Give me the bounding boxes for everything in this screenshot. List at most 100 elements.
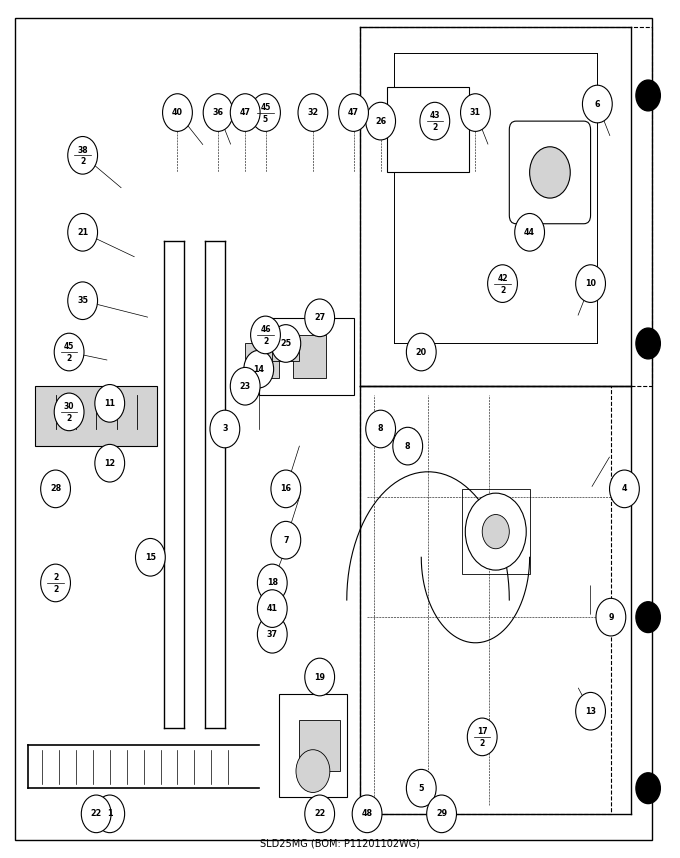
Circle shape <box>407 770 436 807</box>
Text: 30: 30 <box>64 402 74 411</box>
Text: 2: 2 <box>80 157 85 166</box>
Circle shape <box>163 94 192 131</box>
Circle shape <box>636 328 660 359</box>
Circle shape <box>271 522 301 559</box>
Circle shape <box>465 493 526 570</box>
Text: 47: 47 <box>348 108 359 117</box>
Circle shape <box>366 102 396 140</box>
Text: 35: 35 <box>77 296 88 305</box>
Circle shape <box>54 393 84 431</box>
Circle shape <box>426 795 456 832</box>
Circle shape <box>393 427 423 465</box>
Text: 2: 2 <box>53 585 58 594</box>
Text: 27: 27 <box>314 313 325 323</box>
Text: 38: 38 <box>78 146 88 154</box>
Circle shape <box>41 470 71 508</box>
Circle shape <box>530 147 571 198</box>
Bar <box>272 335 299 360</box>
Text: 29: 29 <box>436 809 447 819</box>
Text: 42: 42 <box>497 274 508 283</box>
Circle shape <box>352 795 382 832</box>
Circle shape <box>636 80 660 111</box>
Circle shape <box>95 384 124 422</box>
Circle shape <box>41 564 71 601</box>
Text: 41: 41 <box>267 604 277 613</box>
Text: 18: 18 <box>267 578 278 588</box>
Text: SLD25MG (BOM: P11201102WG): SLD25MG (BOM: P11201102WG) <box>260 838 420 848</box>
Text: 47: 47 <box>239 108 251 117</box>
Circle shape <box>244 350 273 388</box>
Text: 40: 40 <box>172 108 183 117</box>
Text: 1: 1 <box>107 809 112 819</box>
Circle shape <box>271 470 301 508</box>
Text: 13: 13 <box>585 707 596 716</box>
Text: 17: 17 <box>477 727 488 736</box>
Text: 3: 3 <box>222 425 228 433</box>
Text: 2: 2 <box>432 124 437 132</box>
Circle shape <box>305 795 335 832</box>
Text: 6: 6 <box>594 100 600 108</box>
Text: 46: 46 <box>260 325 271 334</box>
Circle shape <box>576 265 605 302</box>
Text: 28: 28 <box>50 485 61 493</box>
Text: 14: 14 <box>253 365 265 373</box>
Text: 45: 45 <box>260 103 271 112</box>
Text: 16: 16 <box>280 485 291 493</box>
Bar <box>360 386 611 814</box>
Circle shape <box>583 85 612 123</box>
Bar <box>388 87 469 172</box>
Text: 37: 37 <box>267 630 277 638</box>
Text: 2: 2 <box>53 573 58 583</box>
Bar <box>258 317 354 395</box>
Bar <box>35 386 157 446</box>
Circle shape <box>609 470 639 508</box>
Circle shape <box>135 539 165 576</box>
Circle shape <box>576 692 605 730</box>
Circle shape <box>305 658 335 696</box>
Circle shape <box>68 214 97 251</box>
Bar <box>292 335 326 378</box>
Circle shape <box>636 773 660 804</box>
Circle shape <box>54 333 84 371</box>
Text: 22: 22 <box>90 809 102 819</box>
Circle shape <box>251 316 280 353</box>
Circle shape <box>305 299 335 336</box>
Text: 9: 9 <box>608 613 613 622</box>
Bar <box>462 489 530 574</box>
Circle shape <box>271 324 301 362</box>
Circle shape <box>68 136 97 174</box>
Circle shape <box>366 410 396 448</box>
Text: 2: 2 <box>67 354 71 363</box>
Circle shape <box>339 94 369 131</box>
Text: 44: 44 <box>524 227 535 237</box>
Circle shape <box>467 718 497 756</box>
Text: 22: 22 <box>314 809 325 819</box>
Text: 20: 20 <box>415 347 427 357</box>
Text: 5: 5 <box>418 783 424 793</box>
Text: 19: 19 <box>314 673 325 681</box>
Circle shape <box>407 333 436 371</box>
Text: 8: 8 <box>378 425 384 433</box>
Text: 5: 5 <box>263 115 268 124</box>
Text: 2: 2 <box>479 739 485 748</box>
Circle shape <box>257 589 287 627</box>
Text: 43: 43 <box>430 112 440 120</box>
Circle shape <box>420 102 449 140</box>
Text: 32: 32 <box>307 108 318 117</box>
Circle shape <box>231 94 260 131</box>
Text: 45: 45 <box>64 342 74 351</box>
Text: 12: 12 <box>104 459 116 468</box>
Text: 2: 2 <box>263 337 268 346</box>
FancyBboxPatch shape <box>509 121 590 224</box>
Text: 10: 10 <box>585 279 596 288</box>
Text: 4: 4 <box>622 485 627 493</box>
Circle shape <box>251 94 280 131</box>
Circle shape <box>95 795 124 832</box>
Text: 26: 26 <box>375 117 386 125</box>
Circle shape <box>298 94 328 131</box>
Text: 31: 31 <box>470 108 481 117</box>
Circle shape <box>257 615 287 653</box>
Text: 48: 48 <box>362 809 373 819</box>
Circle shape <box>296 750 330 793</box>
Circle shape <box>488 265 517 302</box>
